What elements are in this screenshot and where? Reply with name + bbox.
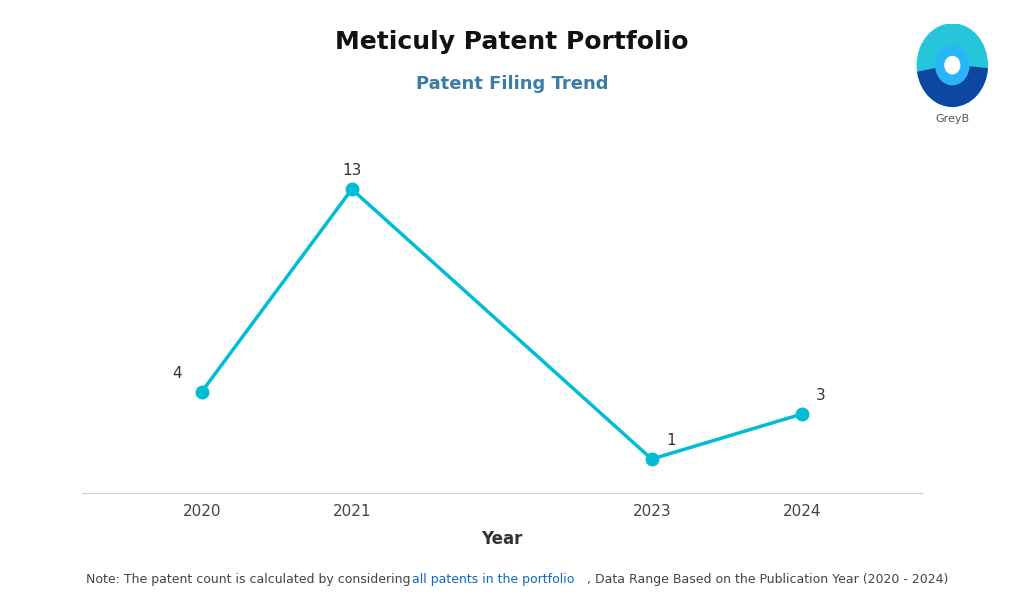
Wedge shape (918, 65, 987, 106)
Circle shape (918, 24, 987, 106)
Text: 1: 1 (667, 433, 676, 448)
Text: GreyB: GreyB (935, 114, 970, 124)
Circle shape (945, 56, 959, 74)
Text: Note: The patent count is calculated by considering: Note: The patent count is calculated by … (86, 573, 415, 586)
Text: 3: 3 (816, 388, 826, 403)
Text: 13: 13 (342, 163, 361, 178)
X-axis label: Year: Year (481, 530, 522, 548)
Circle shape (936, 46, 969, 85)
Text: , Data Range Based on the Publication Year (2020 - 2024): , Data Range Based on the Publication Ye… (587, 573, 948, 586)
Text: Meticuly Patent Portfolio: Meticuly Patent Portfolio (335, 30, 689, 54)
Text: Patent Filing Trend: Patent Filing Trend (416, 75, 608, 93)
Text: 4: 4 (172, 365, 181, 380)
Text: all patents in the portfolio: all patents in the portfolio (412, 573, 574, 586)
